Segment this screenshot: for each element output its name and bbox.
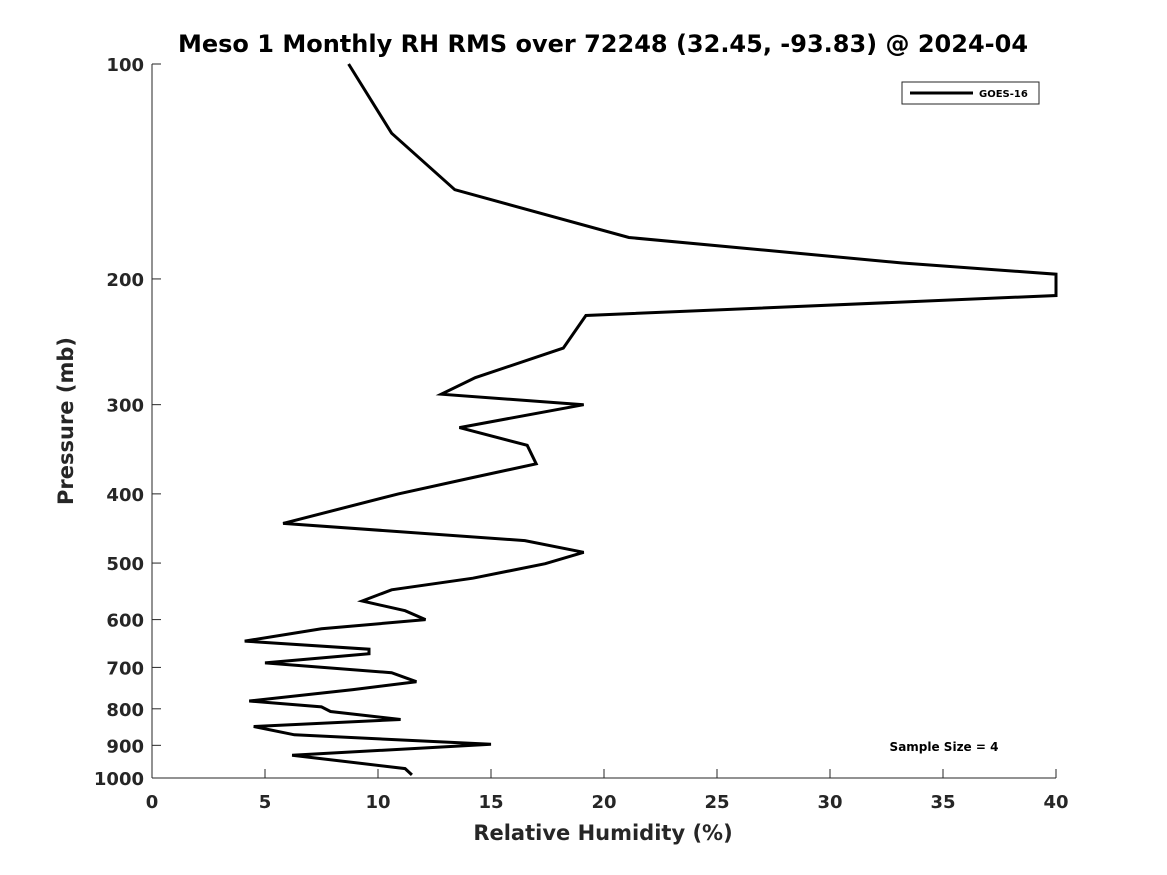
y-tick-label: 1000: [94, 769, 144, 790]
x-tick-label: 5: [259, 792, 272, 813]
y-tick-label: 300: [106, 396, 144, 417]
sample-size-annotation: Sample Size = 4: [890, 740, 999, 754]
y-tick-label: 600: [106, 611, 144, 632]
y-tick-label: 900: [106, 736, 144, 757]
series-line-goes-16: [244, 63, 1058, 777]
x-tick-label: 20: [591, 792, 616, 813]
x-tick-label: 15: [478, 792, 503, 813]
y-axis-label: Pressure (mb): [54, 337, 78, 505]
y-tick-label: 200: [106, 270, 144, 291]
y-tick-label: 400: [106, 485, 144, 506]
legend-series-name: GOES-16: [979, 89, 1028, 100]
series-layer: [244, 63, 1058, 777]
x-tick-label: 10: [365, 792, 390, 813]
y-tick-label: 800: [106, 700, 144, 721]
x-axis-ticks: 0 5 10 15 20 25 30 35 40: [146, 769, 1069, 813]
y-tick-label: 500: [106, 554, 144, 575]
x-axis-label: Relative Humidity (%): [473, 821, 732, 845]
x-tick-label: 0: [146, 792, 159, 813]
legend: GOES-16: [901, 81, 1040, 105]
y-axis-ticks: 100 200 300 400 500 600 700 800 900 1000: [94, 55, 161, 790]
y-tick-label: 700: [106, 658, 144, 679]
x-tick-label: 35: [930, 792, 955, 813]
chart-title: Meso 1 Monthly RH RMS over 72248 (32.45,…: [178, 30, 1028, 58]
x-tick-label: 30: [817, 792, 842, 813]
x-tick-label: 40: [1043, 792, 1068, 813]
x-tick-label: 25: [704, 792, 729, 813]
y-tick-label: 100: [106, 55, 144, 76]
